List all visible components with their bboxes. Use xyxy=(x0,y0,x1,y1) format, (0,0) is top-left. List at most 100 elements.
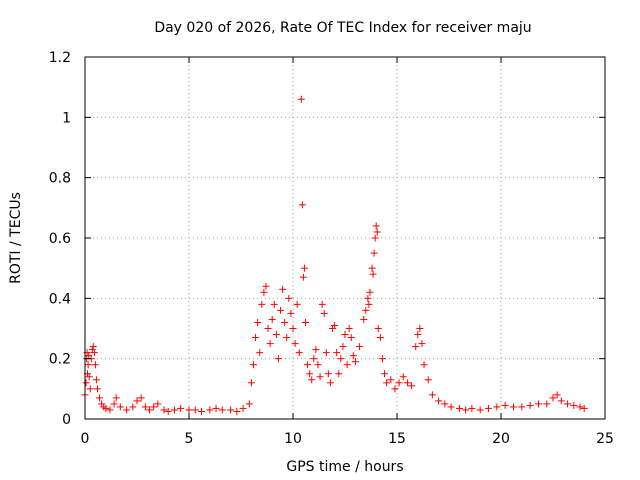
data-point xyxy=(351,358,359,366)
data-point xyxy=(534,400,542,408)
data-point xyxy=(91,361,99,369)
data-point xyxy=(326,379,334,387)
data-point xyxy=(364,294,372,302)
data-point xyxy=(391,385,399,393)
data-point xyxy=(252,334,260,342)
data-point xyxy=(395,379,403,387)
data-point xyxy=(372,222,380,230)
data-point xyxy=(399,373,407,381)
data-point xyxy=(349,352,357,360)
data-point xyxy=(580,404,588,412)
data-point xyxy=(387,376,395,384)
data-point xyxy=(362,306,370,314)
data-point xyxy=(455,404,463,412)
data-point xyxy=(170,406,178,414)
data-point xyxy=(341,331,349,339)
data-point xyxy=(93,385,101,393)
data-point xyxy=(295,349,303,357)
data-point xyxy=(370,249,378,257)
data-point xyxy=(106,406,114,414)
data-point xyxy=(90,349,98,357)
data-point xyxy=(270,300,278,308)
data-point xyxy=(435,397,443,405)
data-point xyxy=(137,394,145,402)
y-tick-label: 1.2 xyxy=(49,50,71,66)
data-point xyxy=(298,201,306,209)
data-point xyxy=(343,361,351,369)
data-point xyxy=(462,406,470,414)
y-axis-label: ROTI / TECUs xyxy=(8,192,24,284)
data-point xyxy=(366,288,374,296)
x-tick-label: 0 xyxy=(81,431,90,447)
data-point xyxy=(509,403,517,411)
data-point xyxy=(110,400,118,408)
data-point xyxy=(256,349,264,357)
data-point xyxy=(549,394,557,402)
data-point xyxy=(576,403,584,411)
x-tick-label: 5 xyxy=(185,431,194,447)
data-point xyxy=(82,379,90,387)
data-point xyxy=(249,361,257,369)
data-point xyxy=(416,325,424,332)
data-point xyxy=(279,285,287,293)
data-point xyxy=(277,306,285,314)
data-point xyxy=(493,403,501,411)
data-point xyxy=(289,325,297,332)
data-point xyxy=(365,300,373,308)
data-point xyxy=(306,370,314,378)
y-tick-label: 1 xyxy=(62,110,71,126)
data-point xyxy=(145,406,153,414)
data-point xyxy=(320,309,328,317)
y-tick-label: 0 xyxy=(62,412,71,428)
y-tick-labels: 0 0.2 0.4 0.6 0.8 1 1.2 xyxy=(49,50,71,428)
data-point xyxy=(133,397,141,405)
data-point xyxy=(557,397,565,405)
data-point xyxy=(369,270,377,278)
data-point xyxy=(154,400,162,408)
data-point xyxy=(356,343,364,351)
data-point xyxy=(518,403,526,411)
data-points xyxy=(81,95,588,415)
data-point xyxy=(85,373,93,381)
data-point xyxy=(318,300,326,308)
data-point xyxy=(287,309,295,317)
data-point xyxy=(245,400,253,408)
data-point xyxy=(247,379,255,387)
data-point xyxy=(376,334,384,342)
data-point xyxy=(177,404,185,412)
y-tick-label: 0.8 xyxy=(49,171,71,187)
data-point xyxy=(378,355,386,363)
data-point xyxy=(526,401,534,409)
data-point xyxy=(308,376,316,384)
data-point xyxy=(300,264,308,272)
grid-lines xyxy=(85,57,605,419)
data-point xyxy=(283,334,291,342)
data-point xyxy=(96,394,104,402)
x-tick-labels: 0 5 10 15 20 25 xyxy=(81,431,614,447)
data-point xyxy=(360,315,368,323)
data-point xyxy=(264,325,272,332)
data-point xyxy=(262,282,270,290)
data-point xyxy=(316,373,324,381)
x-tick-label: 25 xyxy=(596,431,614,447)
data-point xyxy=(281,318,289,326)
data-point xyxy=(570,401,578,409)
data-point xyxy=(337,355,345,363)
data-point xyxy=(447,403,455,411)
data-point xyxy=(543,400,551,408)
data-point xyxy=(89,343,97,351)
data-point xyxy=(333,349,341,357)
data-point xyxy=(501,401,509,409)
data-point xyxy=(374,325,382,332)
data-point xyxy=(86,385,94,393)
data-point xyxy=(312,346,320,354)
data-point xyxy=(301,318,309,326)
x-tick-label: 10 xyxy=(284,431,302,447)
data-point xyxy=(310,355,318,363)
data-point xyxy=(92,376,100,384)
data-point xyxy=(322,349,330,357)
chart-title: Day 020 of 2026, Rate Of TEC Index for r… xyxy=(154,20,531,36)
data-point xyxy=(420,361,428,369)
x-axis-label: GPS time / hours xyxy=(286,459,403,475)
